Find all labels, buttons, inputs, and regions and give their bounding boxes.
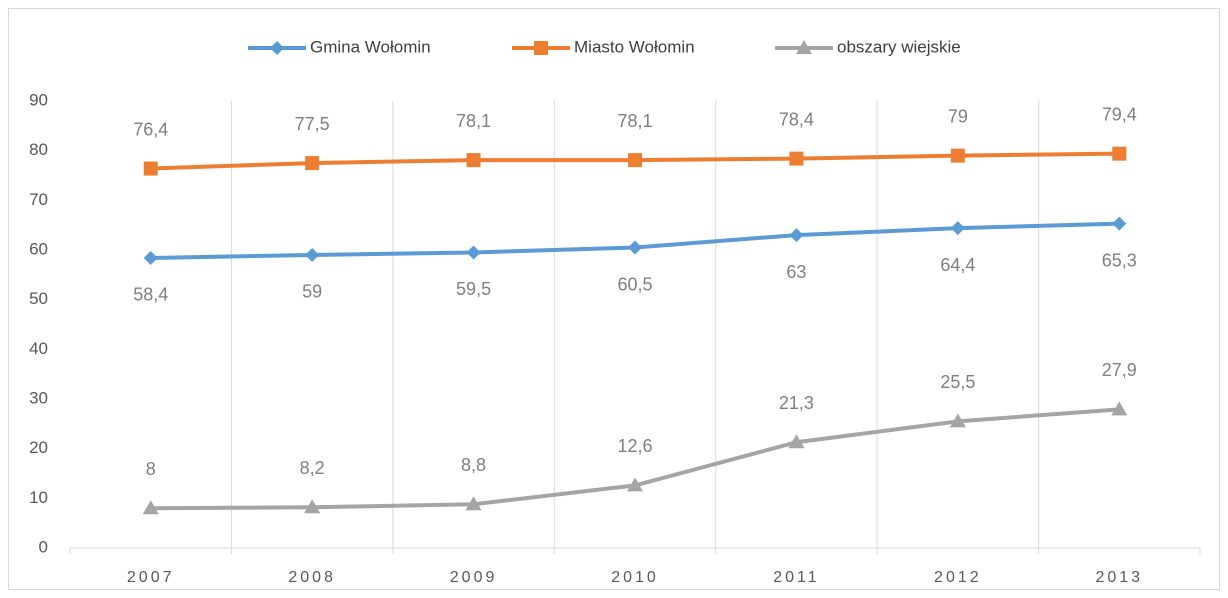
x-tick-label: 2011 xyxy=(773,569,819,586)
data-label: 59 xyxy=(302,282,322,302)
y-tick-label: 70 xyxy=(29,190,48,209)
marker xyxy=(950,148,965,163)
marker xyxy=(143,161,158,176)
x-tick-label: 2009 xyxy=(450,569,498,586)
data-label: 12,6 xyxy=(617,436,652,456)
data-label: 8,2 xyxy=(300,458,325,478)
marker xyxy=(1111,401,1128,416)
data-label: 8,8 xyxy=(461,455,486,475)
data-label: 78,1 xyxy=(617,111,652,131)
y-tick-label: 40 xyxy=(29,339,48,358)
legend-label: obszary wiejskie xyxy=(837,37,961,56)
marker xyxy=(305,247,320,262)
chart-border xyxy=(8,8,1220,590)
marker xyxy=(950,221,965,236)
y-tick-label: 90 xyxy=(29,90,48,109)
data-label: 78,4 xyxy=(779,109,814,129)
data-label: 60,5 xyxy=(617,274,652,294)
x-tick-label: 2007 xyxy=(127,569,175,586)
y-tick-label: 10 xyxy=(29,488,48,507)
data-label: 8 xyxy=(146,459,156,479)
legend-label: Miasto Wołomin xyxy=(574,37,695,56)
x-tick-label: 2010 xyxy=(611,569,659,586)
marker xyxy=(1112,146,1127,161)
data-label: 76,4 xyxy=(133,119,168,139)
y-tick-label: 30 xyxy=(29,388,48,407)
marker xyxy=(789,151,804,166)
marker xyxy=(304,499,321,514)
marker xyxy=(270,41,284,55)
marker xyxy=(466,153,481,168)
data-label: 59,5 xyxy=(456,279,491,299)
y-tick-label: 80 xyxy=(29,140,48,159)
data-label: 65,3 xyxy=(1102,250,1137,270)
data-label: 58,4 xyxy=(133,285,168,305)
data-label: 77,5 xyxy=(295,114,330,134)
y-tick-label: 20 xyxy=(29,438,48,457)
data-label: 78,1 xyxy=(456,111,491,131)
x-tick-label: 2008 xyxy=(288,569,336,586)
marker xyxy=(788,434,805,449)
marker xyxy=(142,500,159,515)
x-tick-label: 2012 xyxy=(934,569,982,586)
marker xyxy=(465,496,482,511)
marker xyxy=(534,41,548,55)
y-tick-label: 50 xyxy=(29,289,48,308)
legend-label: Gmina Wołomin xyxy=(310,37,431,56)
marker xyxy=(627,477,643,492)
y-tick-label: 0 xyxy=(39,537,48,556)
data-label: 64,4 xyxy=(940,255,975,275)
marker xyxy=(305,156,320,171)
data-label: 25,5 xyxy=(940,372,975,392)
marker xyxy=(628,240,642,255)
marker xyxy=(143,250,158,265)
data-label: 21,3 xyxy=(779,393,814,413)
marker xyxy=(949,413,966,428)
x-tick-label: 2013 xyxy=(1095,569,1143,586)
marker xyxy=(1112,216,1127,231)
marker xyxy=(796,40,812,54)
marker xyxy=(628,153,642,168)
data-label: 27,9 xyxy=(1102,360,1137,380)
data-label: 79 xyxy=(948,106,968,126)
marker xyxy=(466,245,481,260)
marker xyxy=(789,228,804,243)
data-label: 79,4 xyxy=(1102,104,1137,124)
data-label: 63 xyxy=(786,262,806,282)
y-tick-label: 60 xyxy=(29,239,48,258)
